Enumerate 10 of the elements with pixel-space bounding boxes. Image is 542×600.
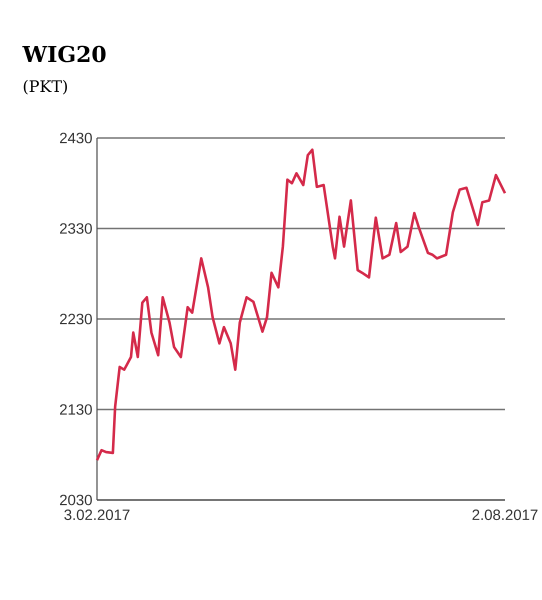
chart-title: WIG20	[22, 46, 106, 62]
x-tick-label: 2.08.2017	[472, 509, 538, 520]
y-tick-label: 2430	[60, 132, 92, 144]
x-tick-label: 3.02.2017	[64, 509, 130, 520]
y-tick-label: 2230	[60, 314, 92, 324]
y-tick-label: 2330	[60, 223, 92, 234]
line-series	[96, 148, 507, 462]
chart-subtitle: (PKT)	[24, 80, 68, 94]
y-tick-label: 2030	[60, 494, 92, 506]
y-tick-label: 2130	[60, 404, 92, 415]
